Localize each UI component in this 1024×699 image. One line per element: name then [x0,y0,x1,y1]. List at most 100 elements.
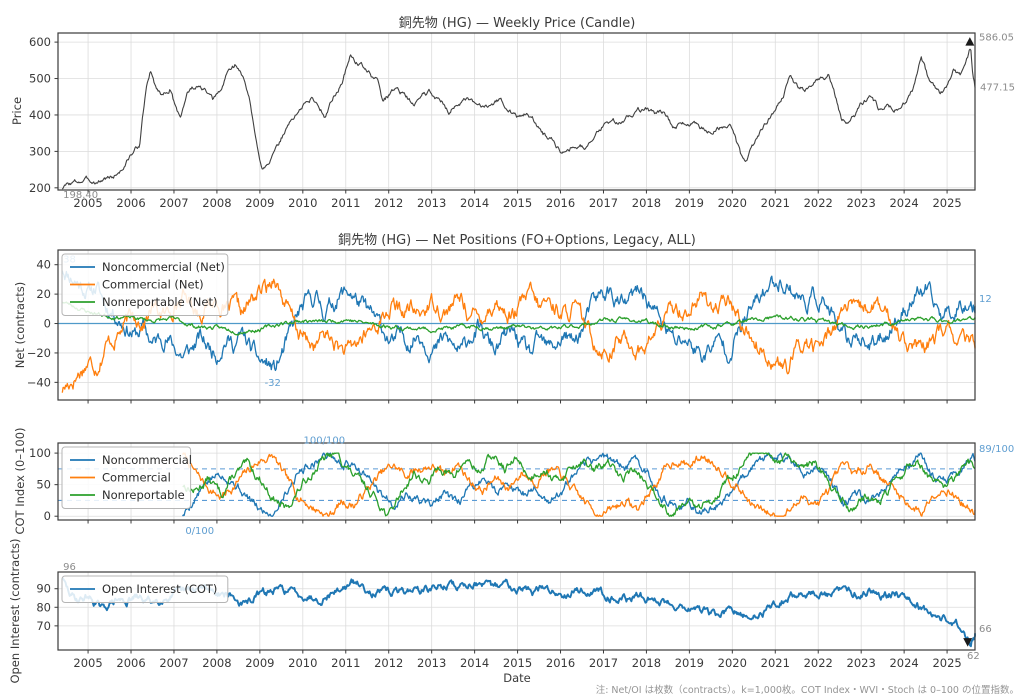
y-tick-label: 600 [29,35,51,49]
annotation: 62 [967,651,980,662]
x-tick-label: 2020 [718,656,747,670]
cot-index-chart: 0 50 100 100/100 0/100 89/100 Noncommercial Com… [29,435,1014,537]
weekly-close-line [61,48,976,190]
x-tick-label: 2024 [889,656,918,670]
x-tick-label: 2013 [417,196,446,210]
x-tick-label: 2014 [460,196,489,210]
annotation: 0/100 [185,526,214,537]
legend-box [61,446,192,509]
annotation: -32 [265,378,281,389]
net-ylabel: Net (contracts) [13,281,27,369]
y-tick-label: 300 [29,144,51,158]
price-ylabel: Price [10,96,24,126]
price-chart-title: 銅先物 (HG) — Weekly Price (Candle) [398,16,636,31]
low-marker-icon [963,638,973,647]
x-tick-label: 2017 [589,196,618,210]
x-tick-label: 2024 [889,196,918,210]
open-interest-chart: 70 80 90 2005 2006 2007 2008 2009 2010 2011 2012 20… [36,562,991,670]
annotation: 198.40 [63,190,98,201]
legend: Open Interest (COT) [61,575,229,603]
y-tick-label: 500 [29,72,51,86]
x-tick-label: 2022 [804,196,833,210]
x-tick-label: 2016 [546,656,575,670]
plot-border [57,249,976,401]
y-tick-label: 400 [29,108,51,122]
x-tick-label: 2018 [632,196,661,210]
x-tick-label: 2005 [73,656,102,670]
x-tick-label: 2006 [116,656,145,670]
footnote: 注: Net/OI は枚数（contracts）。k=1,000枚。COT In… [595,685,1019,696]
x-tick-label: 2008 [202,656,231,670]
x-tick-label: 2021 [761,656,790,670]
nonreportable-net-line [61,301,976,336]
x-tick-label: 2012 [374,656,403,670]
x-tick-label: 2018 [632,656,661,670]
legend-label: Nonreportable [102,488,185,502]
x-tick-label: 2025 [932,196,961,210]
x-tick-label: 2011 [331,656,360,670]
x-tick-label: 2017 [589,656,618,670]
legend-label: Commercial [102,471,171,485]
nonreportable-line [182,452,976,517]
plot-border [57,442,976,521]
annotation: 100/100 [304,435,346,446]
annotation: 66 [979,624,992,635]
legend-label: Commercial (Net) [102,278,204,292]
y-tick-label: 0 [44,317,51,331]
legend-box [61,253,229,316]
legend-label: Nonreportable (Net) [102,295,217,309]
x-tick-label: 2007 [159,196,188,210]
price-chart: 200 300 400 500 600 2005 2006 2007 2008 2009 2010 2… [29,32,1015,210]
y-tick-label: 90 [36,582,51,596]
x-tick-label: 2020 [718,196,747,210]
x-tick-label: 2010 [288,196,317,210]
x-tick-label: 2015 [503,196,532,210]
y-tick-label: −20 [27,346,51,360]
x-axis-label: Date [503,671,531,685]
y-tick-label: 0 [44,509,51,523]
net-positions-chart-title: 銅先物 (HG) — Net Positions (FO+Options, Le… [338,233,696,248]
x-tick-label: 2021 [761,196,790,210]
x-tick-label: 2023 [847,196,876,210]
x-tick-label: 2012 [374,196,403,210]
x-tick-label: 2022 [804,656,833,670]
x-tick-label: 2009 [245,656,274,670]
x-tick-label: 2014 [460,656,489,670]
x-tick-label: 2013 [417,656,446,670]
x-tick-label: 2011 [331,196,360,210]
legend: Noncommercial Commercial Nonreportable [61,446,192,509]
noncommercial-line [182,452,976,517]
y-tick-label: 50 [36,478,51,492]
x-tick-label: 2025 [932,656,961,670]
legend-label: Open Interest (COT) [102,582,217,596]
x-tick-label: 2016 [546,196,575,210]
legend-box [61,575,229,603]
open-interest-ylabel: Open Interest (contracts) [8,538,22,684]
annotation: 96 [63,562,76,573]
x-tick-label: 2006 [116,196,145,210]
cot-index-ylabel: COT Index (0–100) [13,427,27,535]
x-tick-label: 2010 [288,656,317,670]
x-tick-label: 2015 [503,656,532,670]
y-tick-label: 70 [36,619,51,633]
x-tick-label: 2005 [73,196,102,210]
y-tick-label: −40 [27,375,51,389]
high-marker-icon [965,37,975,46]
commercial-line [182,452,976,517]
y-tick-label: 40 [36,258,51,272]
annotation: 89/100 [979,444,1014,455]
x-tick-label: 2019 [675,656,704,670]
legend-label: Noncommercial (Net) [102,260,225,274]
y-tick-label: 200 [29,181,51,195]
x-tick-label: 2008 [202,196,231,210]
legend: Noncommercial (Net) Commercial (Net) Nonre… [61,253,229,316]
annotation: 12 [979,294,992,305]
y-tick-label: 100 [29,446,51,460]
y-tick-label: 80 [36,600,51,614]
noncommercial-net-line [61,270,976,372]
annotation: 586.05 [979,33,1014,44]
plot-border [57,571,976,651]
